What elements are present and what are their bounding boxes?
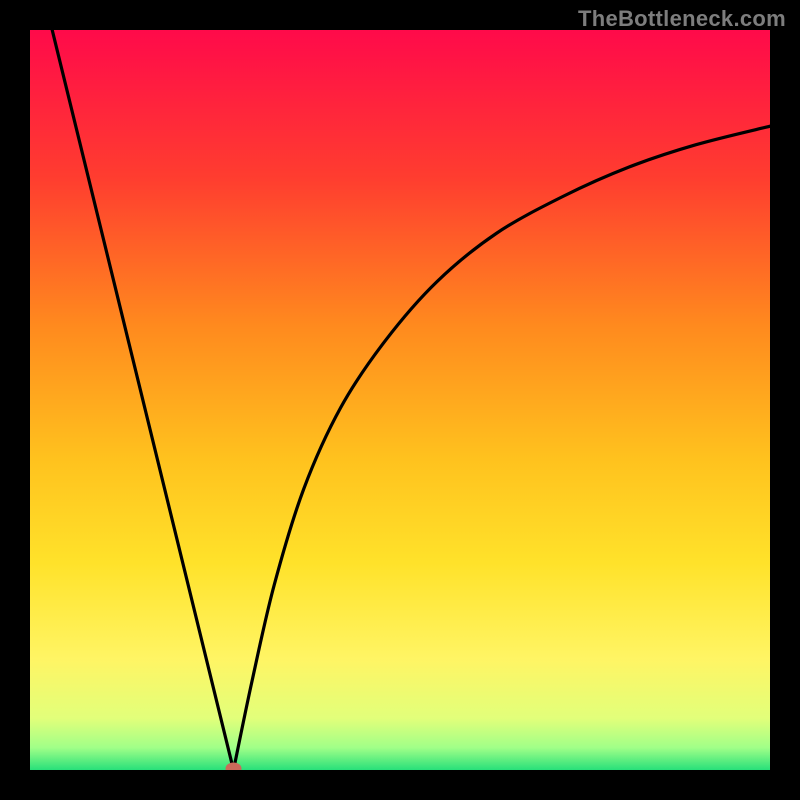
gradient-background	[30, 30, 770, 770]
watermark-text: TheBottleneck.com	[578, 6, 786, 32]
chart-frame: TheBottleneck.com	[0, 0, 800, 800]
plot-area	[30, 30, 770, 770]
